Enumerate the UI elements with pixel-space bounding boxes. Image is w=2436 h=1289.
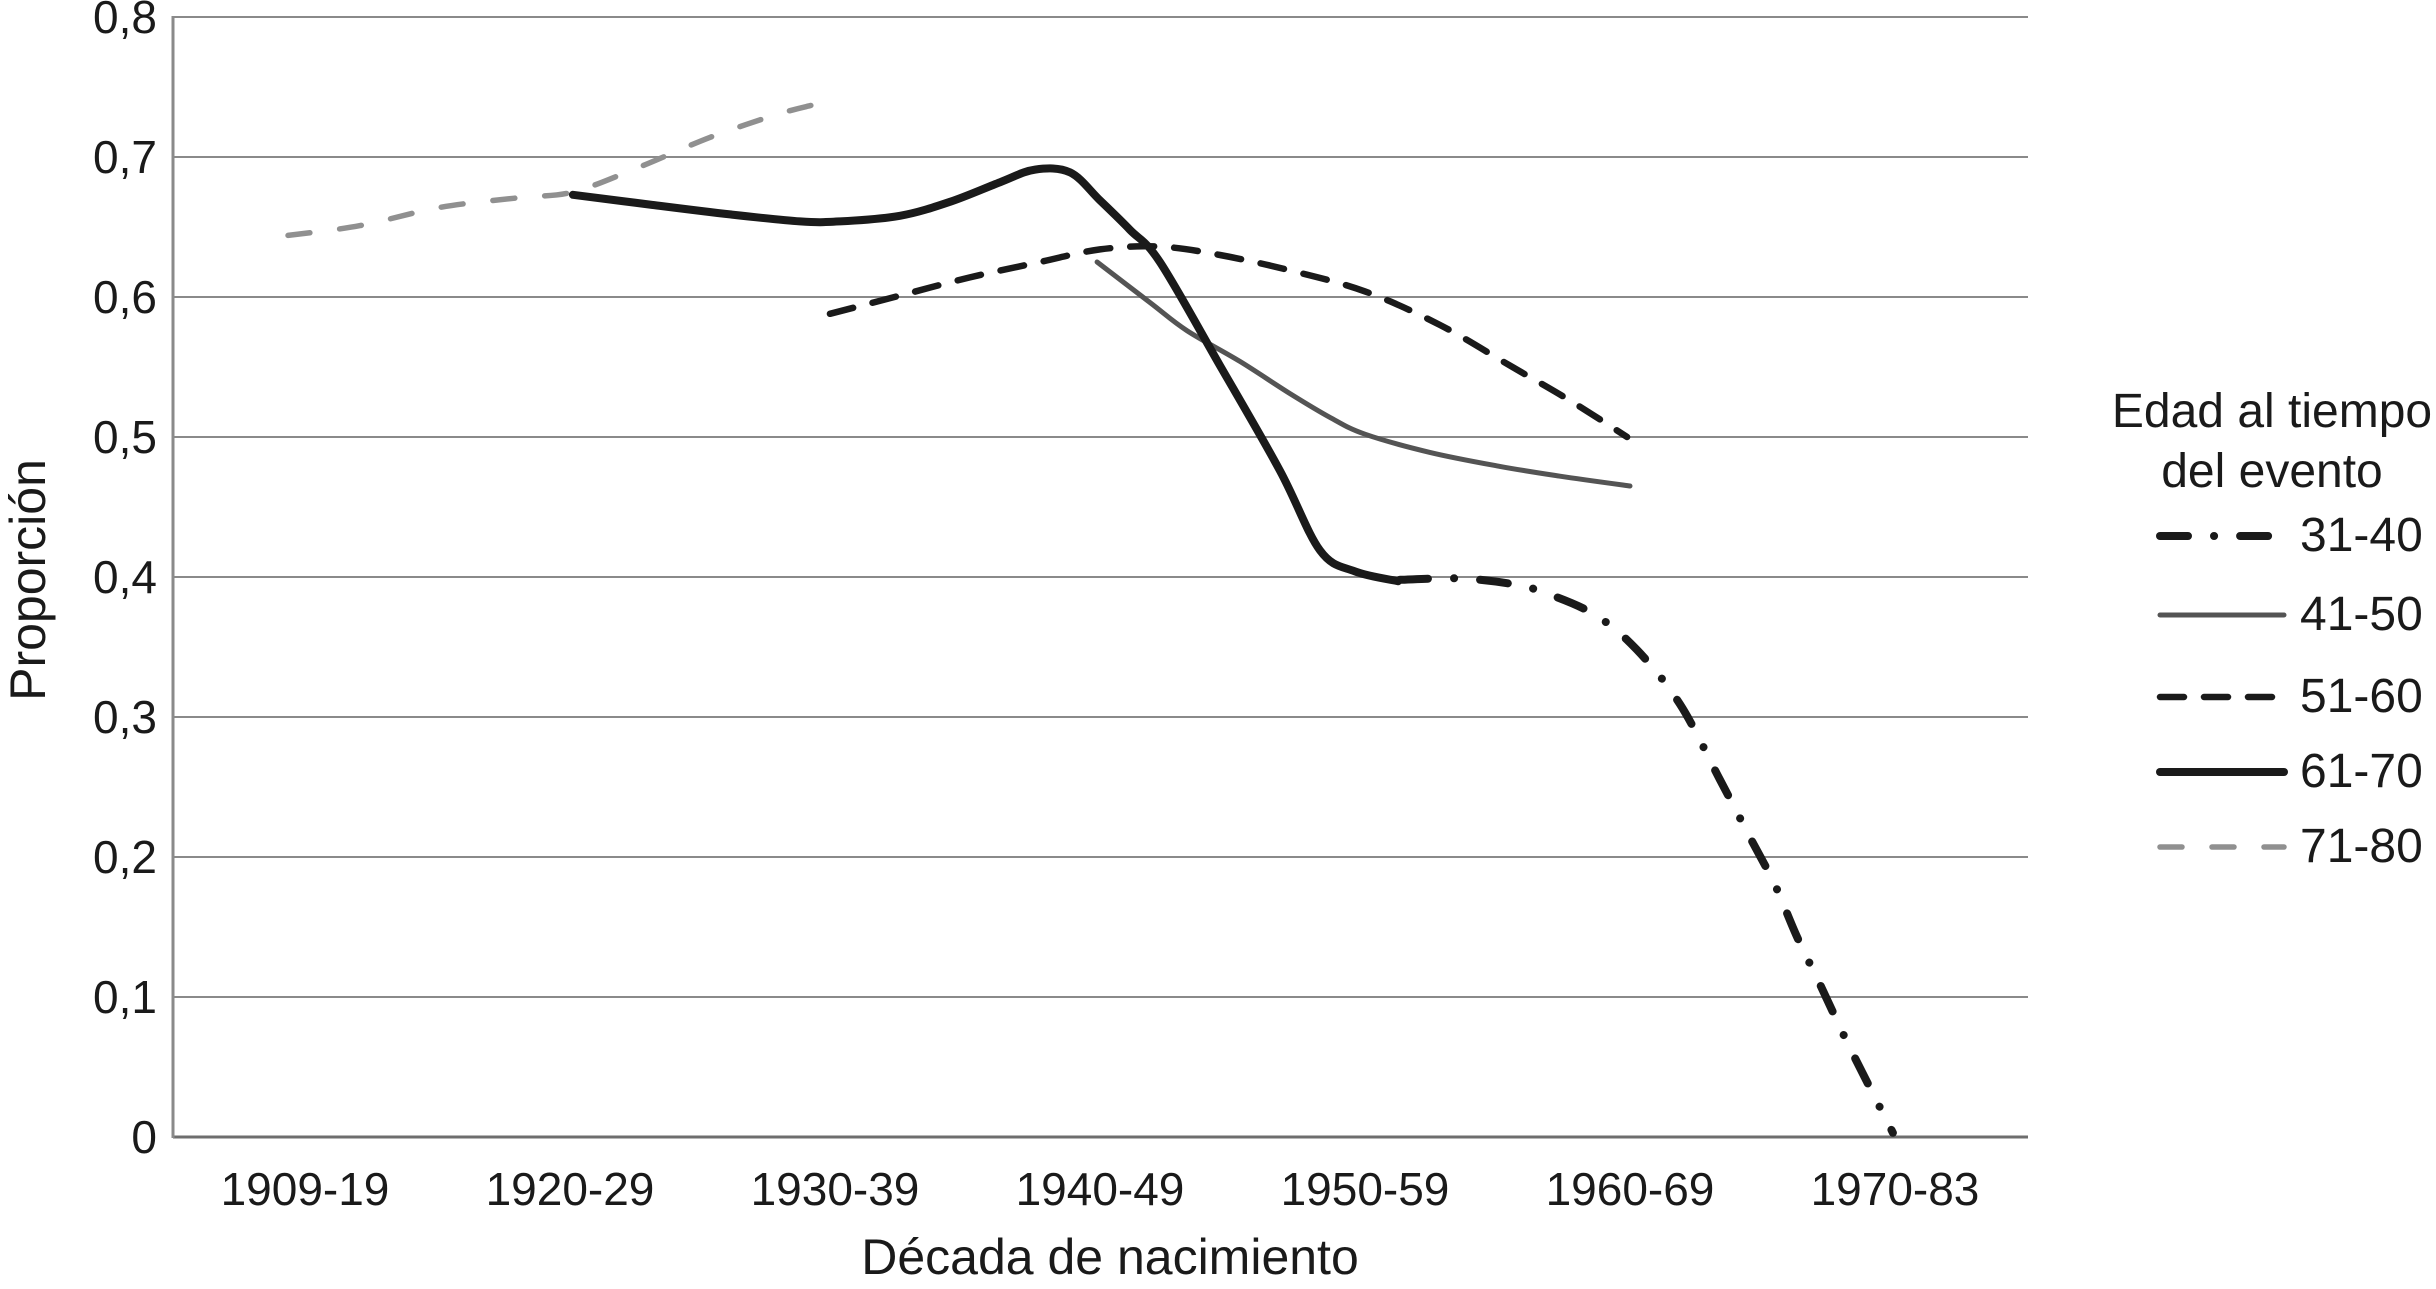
x-tick-label-1940-49: 1940-49	[1015, 1163, 1185, 1215]
x-axis-title: Década de nacimiento	[861, 1229, 1359, 1285]
y-tick-label-0,6: 0,6	[93, 271, 157, 323]
series-line-41-50	[1094, 259, 1633, 489]
y-tick-label-0,1: 0,1	[93, 971, 157, 1023]
series-line-61-70	[568, 164, 1403, 586]
y-tick-label-0,3: 0,3	[93, 691, 157, 743]
series-line-31-40	[1395, 574, 1897, 1137]
x-tick-label-1909-19: 1909-19	[220, 1163, 390, 1215]
y-tick-label-0,8: 0,8	[93, 0, 157, 43]
x-tick-label-1920-29: 1920-29	[485, 1163, 655, 1215]
x-tick-label-1930-39: 1930-39	[750, 1163, 920, 1215]
y-tick-label-0,5: 0,5	[93, 411, 157, 463]
y-tick-label-0,4: 0,4	[93, 551, 157, 603]
x-tick-label-1960-69: 1960-69	[1545, 1163, 1715, 1215]
y-tick-label-0,2: 0,2	[93, 831, 157, 883]
legend-label-41-50: 41-50	[2300, 588, 2423, 641]
y-tick-label-0,7: 0,7	[93, 131, 157, 183]
x-tick-label-1970-83: 1970-83	[1810, 1163, 1980, 1215]
legend-title: Edad al tiempo del evento	[2092, 382, 2436, 502]
series-line-51-60	[826, 243, 1631, 441]
legend-title-line-2: del evento	[2161, 445, 2383, 498]
x-tick-label-1950-59: 1950-59	[1280, 1163, 1450, 1215]
legend-title-line-1: Edad al tiempo	[2111, 385, 2433, 438]
legend-label-31-40: 31-40	[2300, 509, 2423, 562]
legend-label-51-60: 51-60	[2300, 670, 2423, 723]
series-line-71-80	[285, 102, 815, 239]
legend-label-61-70: 61-70	[2300, 745, 2423, 798]
legend-label-71-80: 71-80	[2300, 820, 2423, 873]
y-tick-label-0: 0	[131, 1111, 157, 1163]
